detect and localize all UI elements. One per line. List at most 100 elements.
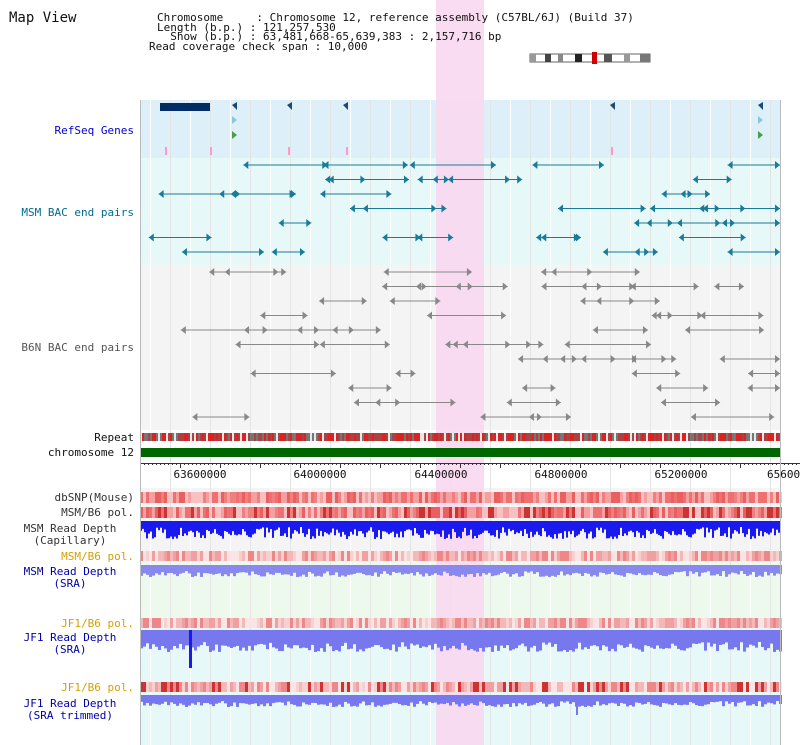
heat-cell (599, 682, 602, 692)
heat-cell (302, 507, 305, 518)
heat-cell (173, 507, 176, 518)
track-label-jf1-depth-trim-line1[interactable]: JF1 Read Depth (23, 697, 117, 710)
heat-cell (164, 492, 167, 503)
heat-cell (653, 551, 656, 561)
track-label-jf1-depth-sra-line2[interactable]: (SRA) (53, 643, 87, 656)
track-label-msm-depth-sra-line1[interactable]: MSM Read Depth (23, 565, 117, 578)
heat-cell (755, 618, 758, 628)
depth-bar (755, 695, 758, 707)
heat-cell (332, 507, 335, 518)
track-label-msm-depth-sra-line2[interactable]: (SRA) (53, 577, 87, 590)
repeat-cell (240, 433, 242, 441)
heat-cell (665, 618, 668, 628)
depth-bar (646, 521, 648, 530)
repeat-cell (674, 433, 676, 441)
depth-bar (520, 521, 522, 531)
heat-cell (506, 551, 509, 561)
depth-bar (215, 630, 218, 645)
depth-bar (461, 565, 464, 575)
heat-cell (428, 618, 431, 628)
repeat-cell (696, 433, 698, 441)
track-label-jf1-depth-sra-line1[interactable]: JF1 Read Depth (23, 631, 117, 644)
depth-bar (437, 630, 440, 648)
depth-bar (326, 565, 329, 572)
info-length: Length (b.p.) : 121,257,530 (157, 21, 336, 34)
repeat-cell (534, 433, 536, 441)
heat-cell (707, 618, 710, 628)
refseq-gene-marker (758, 116, 763, 124)
track-label-jf1-b6-pol-1[interactable]: JF1/B6 pol. (61, 617, 134, 630)
heat-cell (197, 507, 200, 518)
track-label-dbsnp[interactable]: dbSNP(Mouse) (54, 491, 134, 504)
heat-cell (767, 618, 770, 628)
heat-cell (161, 507, 164, 518)
track-label-msm-b6-pol-2[interactable]: MSM/B6 pol. (61, 550, 134, 563)
heat-cell (182, 492, 185, 503)
heat-cell (644, 492, 647, 503)
heat-cell (398, 618, 401, 628)
heat-cell (440, 682, 443, 692)
depth-bar (186, 521, 188, 536)
heat-cell (557, 682, 560, 692)
repeat-cell (668, 433, 670, 441)
track-label-jf1-depth-trim-line2[interactable]: (SRA trimmed) (26, 709, 114, 722)
heat-cell (380, 618, 383, 628)
depth-bar (719, 695, 722, 702)
heat-cell (455, 618, 458, 628)
track-label-msm-bac[interactable]: MSM BAC end pairs (21, 206, 134, 219)
depth-bar (266, 565, 269, 573)
heat-cell (425, 618, 428, 628)
heat-cell (344, 507, 347, 518)
track-label-refseq-genes[interactable]: RefSeq Genes (54, 124, 134, 137)
bac-end-marker (384, 340, 390, 349)
depth-bar (182, 521, 184, 537)
depth-bar (623, 695, 626, 704)
repeat-cell (628, 433, 630, 441)
depth-bar (158, 565, 161, 575)
depth-bar (458, 565, 461, 577)
heat-cell (332, 618, 335, 628)
heat-cell (668, 492, 671, 503)
heat-cell (437, 682, 440, 692)
track-label-chromosome[interactable]: chromosome 12 (47, 446, 134, 459)
repeat-cell (266, 433, 268, 441)
track-label-b6n-bac[interactable]: B6N BAC end pairs (21, 341, 134, 354)
depth-bar (420, 521, 422, 538)
depth-bar (224, 695, 227, 704)
heat-cell (743, 492, 746, 503)
bac-end-marker (289, 190, 295, 198)
heat-cell (485, 618, 488, 628)
heat-cell (476, 682, 479, 692)
depth-bar (350, 521, 352, 532)
depth-bar (509, 630, 512, 651)
heat-cell (707, 551, 710, 561)
heat-cell (587, 492, 590, 503)
heat-cell (563, 618, 566, 628)
repeat-cell (714, 433, 716, 441)
depth-bar (524, 695, 527, 703)
track-label-repeat[interactable]: Repeat (94, 431, 134, 444)
heat-cell (200, 618, 203, 628)
heat-cell (482, 682, 485, 692)
heat-cell (389, 551, 392, 561)
depth-bar (150, 521, 152, 532)
repeat-cell (706, 433, 708, 441)
repeat-cell (528, 433, 530, 441)
depth-bar (542, 565, 545, 577)
track-label-msm-depth-cap-line1[interactable]: MSM Read Depth (23, 522, 117, 535)
info-coverage-span: Read coverage check span : 10,000 (149, 40, 368, 53)
track-label-msm-depth-cap-line2[interactable]: (Capillary) (33, 534, 107, 547)
depth-bar (638, 695, 641, 703)
depth-bar (296, 630, 299, 646)
bac-end-marker (541, 268, 547, 276)
track-label-msm-b6-pol-1[interactable]: MSM/B6 pol. (61, 506, 134, 519)
heat-cell (614, 492, 617, 503)
heat-cell (272, 682, 275, 692)
heat-cell (599, 551, 602, 561)
track-label-jf1-b6-pol-2[interactable]: JF1/B6 pol. (61, 681, 134, 694)
heat-cell (377, 551, 380, 561)
heat-cell (434, 618, 437, 628)
depth-bar (380, 695, 383, 707)
heat-cell (584, 551, 587, 561)
